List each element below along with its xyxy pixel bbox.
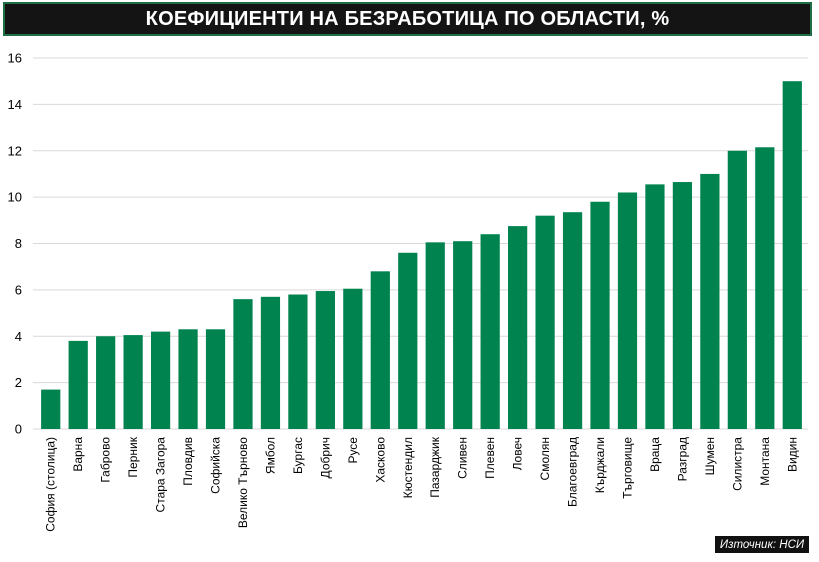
x-tick-label: Сливен xyxy=(456,437,470,479)
x-tick-label: Велико Търново xyxy=(236,437,250,528)
bar xyxy=(205,329,226,429)
x-tick-label: Търговище xyxy=(620,437,634,499)
bar xyxy=(96,336,116,429)
bar xyxy=(150,331,171,429)
bar xyxy=(288,294,308,429)
y-axis-tick-labels: 0 2 4 6 8 10 12 14 16 xyxy=(8,51,22,437)
bar xyxy=(700,173,720,429)
bar xyxy=(315,291,335,429)
y-tick-label: 6 xyxy=(15,282,22,297)
y-tick-label: 14 xyxy=(8,97,22,112)
bar xyxy=(370,271,390,429)
x-tick-label: Смолян xyxy=(538,437,552,480)
chart-title: КОЕФИЦИЕНТИ НА БЕЗРАБОТИЦА ПО ОБЛАСТИ, % xyxy=(145,7,670,30)
bar xyxy=(453,241,473,429)
bar xyxy=(590,201,610,429)
bar xyxy=(672,182,693,429)
bar xyxy=(398,252,418,429)
bar xyxy=(480,234,500,429)
y-tick-label: 0 xyxy=(15,422,22,437)
bar xyxy=(425,242,445,429)
y-tick-label: 16 xyxy=(8,51,22,66)
bar xyxy=(727,150,747,429)
x-tick-label: Софийска xyxy=(209,437,223,494)
bar xyxy=(617,192,638,429)
source-note: Източник: НСИ xyxy=(715,536,809,553)
x-tick-label: Плевен xyxy=(483,437,497,479)
bar xyxy=(233,299,253,429)
bar xyxy=(535,215,555,429)
y-tick-label: 12 xyxy=(8,143,22,158)
y-tick-label: 8 xyxy=(15,236,22,251)
x-tick-label: Габрово xyxy=(99,437,113,483)
bar xyxy=(755,147,775,429)
x-tick-label: Кюстендил xyxy=(401,437,415,498)
x-tick-label: Ловеч xyxy=(511,437,525,470)
bar xyxy=(782,81,802,429)
x-tick-label: Разград xyxy=(675,437,689,481)
bar xyxy=(343,288,363,429)
x-tick-label: Русе xyxy=(346,437,360,464)
x-tick-label: Стара Загора xyxy=(154,437,168,513)
x-tick-label: Кърджали xyxy=(593,437,607,493)
bar xyxy=(41,389,61,429)
bar xyxy=(260,296,281,429)
x-tick-label: Ямбол xyxy=(263,437,277,474)
chart-title-banner: КОЕФИЦИЕНТИ НА БЕЗРАБОТИЦА ПО ОБЛАСТИ, % xyxy=(3,2,812,36)
x-tick-label: Видин xyxy=(785,437,799,472)
x-axis-category-labels: София (столица) Варна Габрово Перник Стара З… xyxy=(44,436,800,532)
bar xyxy=(123,335,143,429)
bar xyxy=(562,212,583,429)
y-tick-label: 10 xyxy=(8,190,22,205)
x-tick-label: Бургас xyxy=(291,437,305,474)
source-label: Източник: НСИ xyxy=(719,538,805,551)
x-tick-label: София (столица) xyxy=(44,437,58,532)
bar xyxy=(178,329,198,429)
x-tick-label: Пловдив xyxy=(181,437,195,486)
x-tick-label: Монтана xyxy=(758,437,772,486)
bars xyxy=(41,81,802,429)
bar xyxy=(68,340,88,429)
y-tick-label: 2 xyxy=(15,375,22,390)
x-tick-label: Пазарджик xyxy=(428,436,442,497)
x-tick-label: Шумен xyxy=(703,437,717,475)
x-tick-label: Добрич xyxy=(318,437,332,478)
bar xyxy=(508,226,528,429)
x-tick-label: Перник xyxy=(126,436,140,477)
x-tick-label: Силистра xyxy=(730,437,744,491)
x-tick-label: Варна xyxy=(71,437,85,472)
x-tick-label: Благоевград xyxy=(566,437,580,507)
bar xyxy=(645,184,665,429)
x-tick-label: Хасково xyxy=(373,437,387,483)
x-tick-label: Враца xyxy=(648,437,662,472)
y-tick-label: 4 xyxy=(15,329,22,344)
